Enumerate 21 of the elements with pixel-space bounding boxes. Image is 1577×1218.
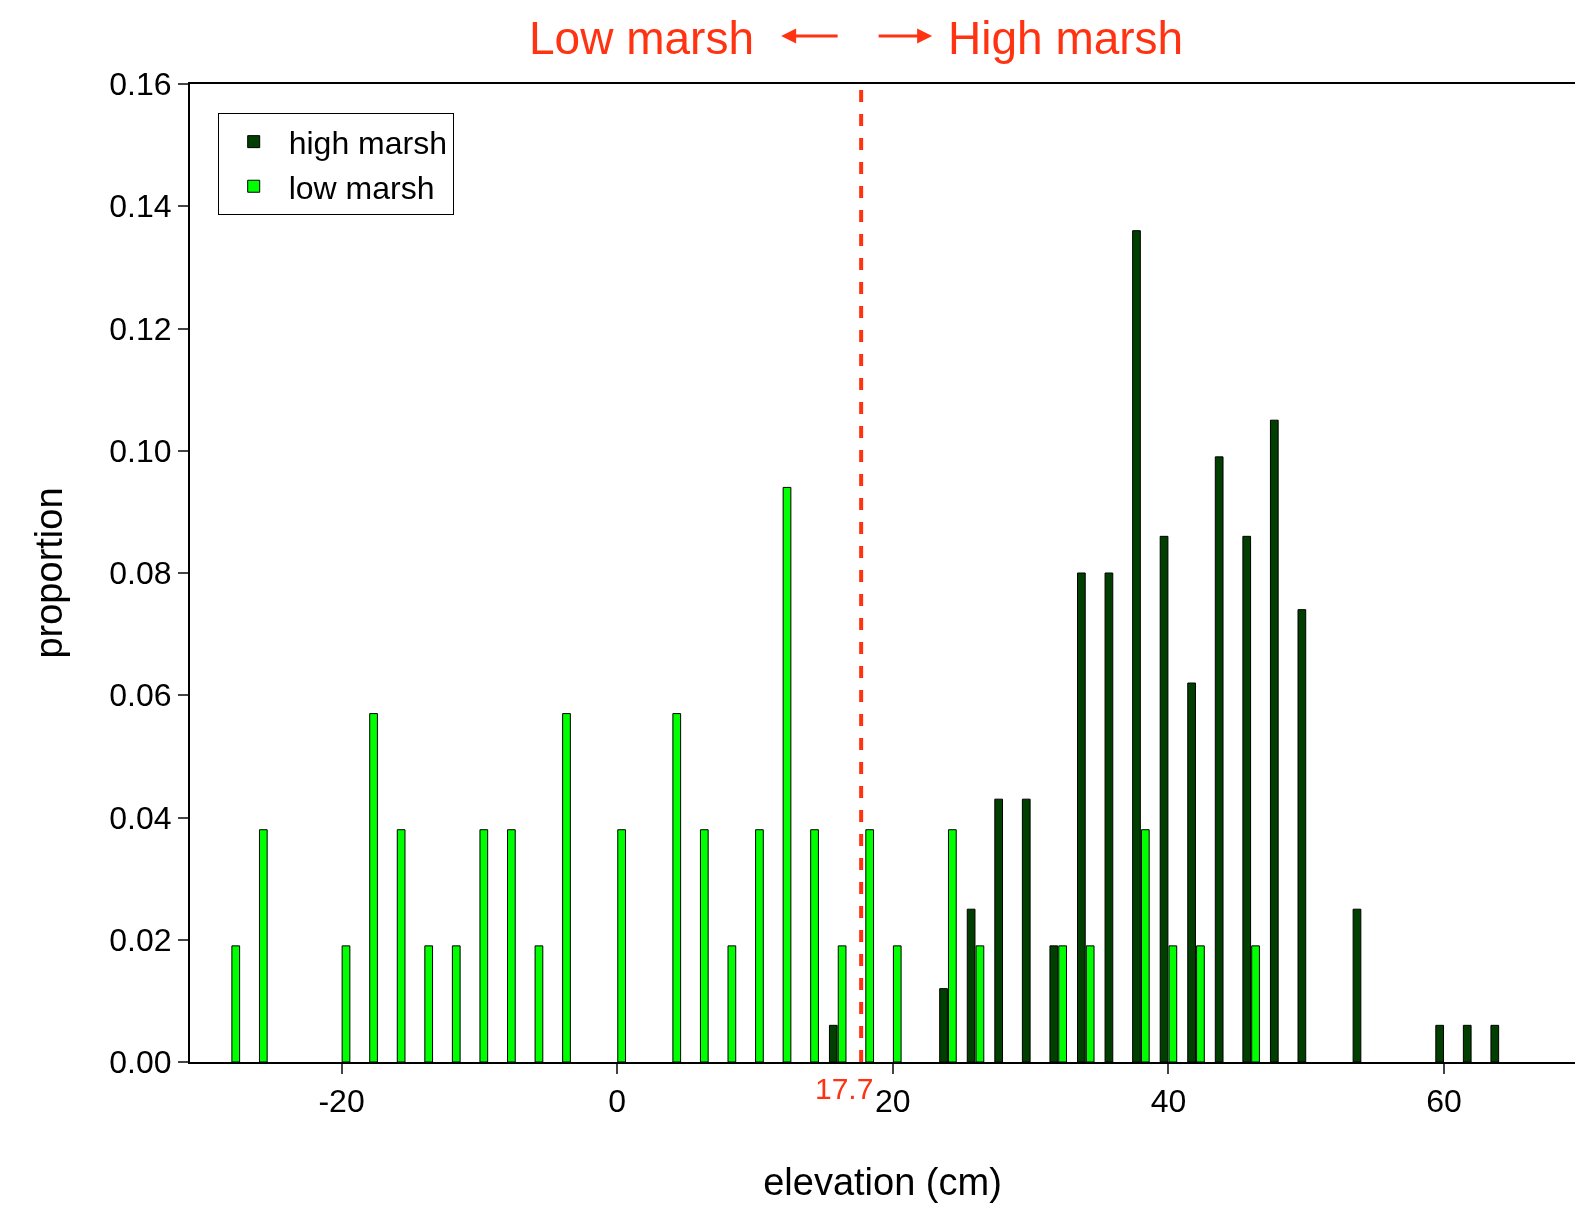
legend-label: low marsh bbox=[288, 169, 435, 206]
y-tick-label: 0.06 bbox=[109, 677, 172, 714]
y-tick-label: 0.12 bbox=[109, 310, 172, 347]
y-tick-label: 0.08 bbox=[109, 555, 172, 592]
x-tick-label: 40 bbox=[1150, 1083, 1187, 1120]
x-tick-label: 0 bbox=[608, 1083, 627, 1120]
y-tick-label: 0.14 bbox=[109, 188, 172, 225]
text: Low marsh bbox=[529, 12, 754, 64]
y-tick-label: 0.02 bbox=[109, 921, 172, 958]
x-tick-label: -20 bbox=[318, 1083, 365, 1120]
y-tick-label: 0.00 bbox=[109, 1044, 172, 1081]
x-tick-label: 60 bbox=[1426, 1083, 1462, 1120]
y-axis-title: proportion bbox=[28, 487, 71, 659]
legend-label: high marsh bbox=[288, 125, 447, 162]
y-tick-label: 0.04 bbox=[109, 799, 172, 836]
x-axis-title: elevation (cm) bbox=[763, 1161, 1002, 1203]
x-tick-label: 20 bbox=[875, 1083, 911, 1120]
ref-line-label: 17.7 bbox=[815, 1072, 874, 1105]
y-tick-label: 0.16 bbox=[109, 66, 172, 103]
y-tick-label: 0.10 bbox=[109, 432, 172, 469]
text: High marsh bbox=[948, 12, 1184, 64]
